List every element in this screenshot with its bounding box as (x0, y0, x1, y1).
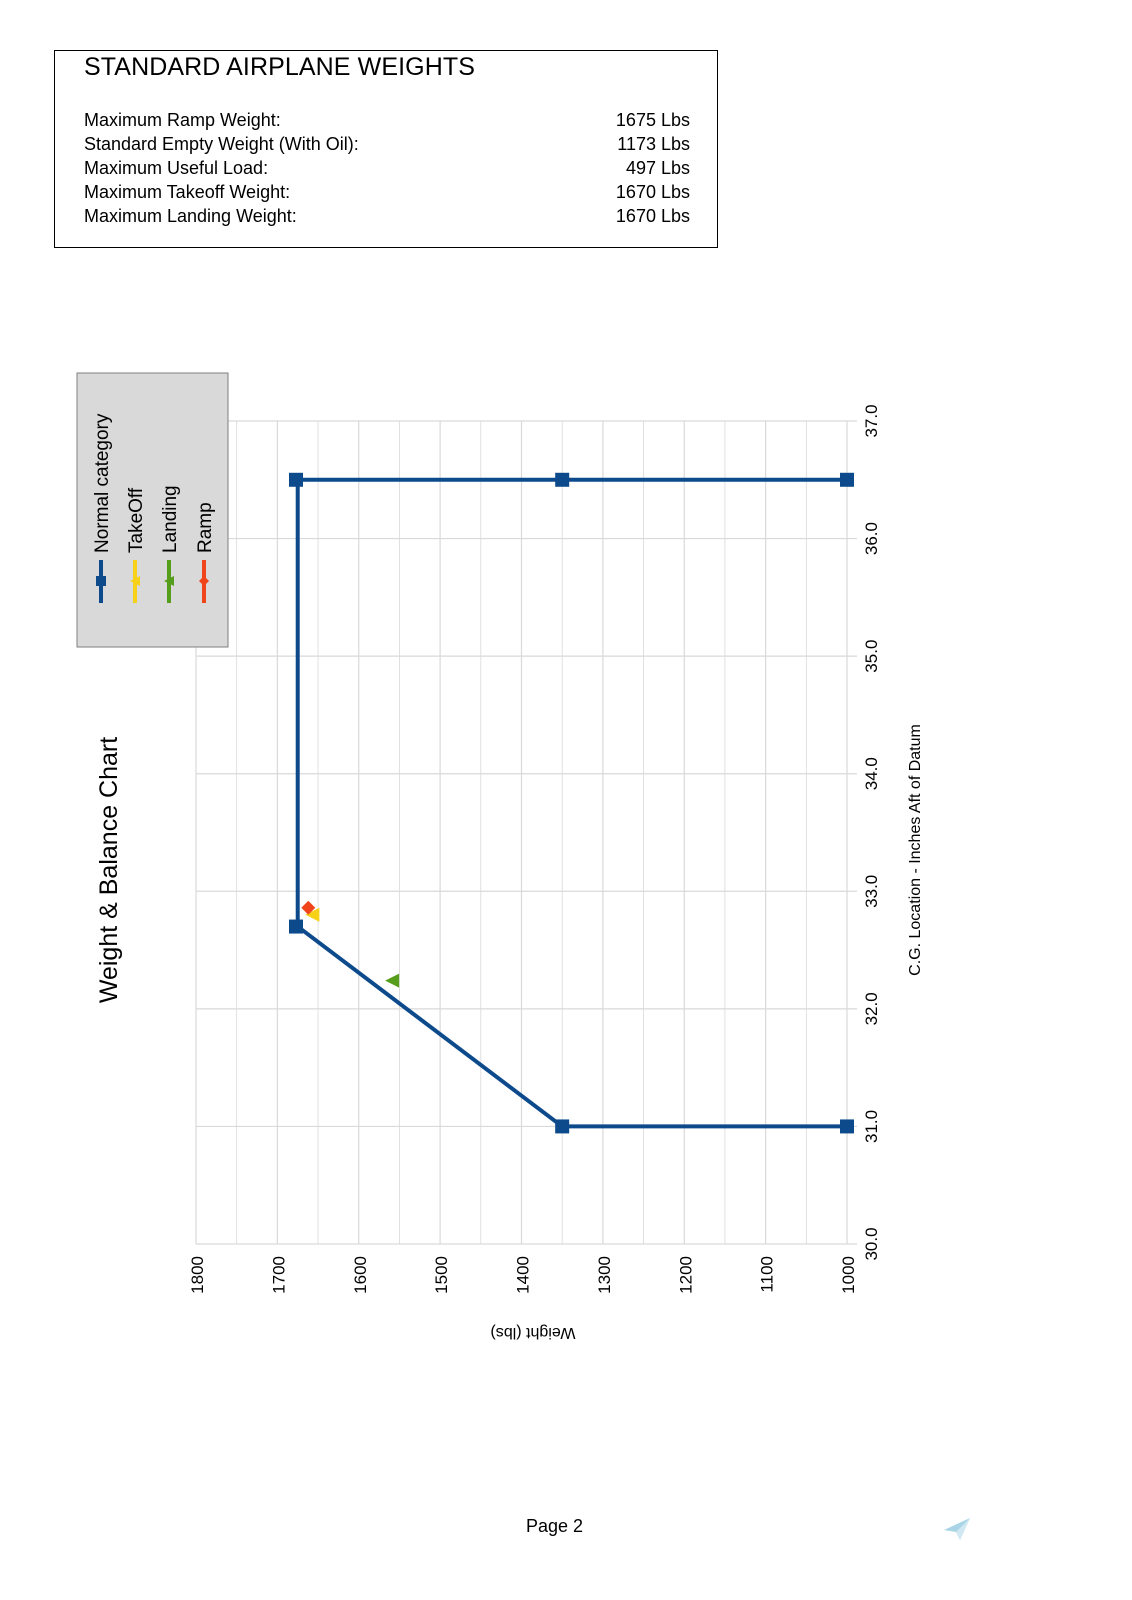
weight-tick-label: 1700 (269, 1256, 288, 1294)
weight-tick-label: 1800 (188, 1256, 207, 1294)
weight-axis-label: Weight (lbs) (490, 1324, 575, 1341)
weight-tick-label: 1300 (595, 1256, 614, 1294)
cg-tick-label: 32.0 (862, 992, 881, 1025)
weight-row: Maximum Ramp Weight: 1675 Lbs (84, 108, 690, 132)
weight-tick-label: 1500 (432, 1256, 451, 1294)
weight-label: Standard Empty Weight (With Oil): (84, 134, 359, 154)
weight-tick-label: 1400 (514, 1256, 533, 1294)
weight-tick-label: 1100 (758, 1256, 777, 1293)
series-takeoff (305, 907, 320, 922)
series-ramp (301, 900, 316, 915)
cg-tick-label: 34.0 (862, 757, 881, 790)
cg-axis-label: C.G. Location - Inches Aft of Datum (907, 724, 924, 976)
weight-label: Maximum Useful Load: (84, 158, 269, 178)
weight-row: Maximum Useful Load: 497 Lbs (84, 156, 690, 180)
legend-label: Normal category (92, 413, 113, 553)
legend-label: TakeOff (126, 487, 147, 553)
legend-item-ramp: Ramp (195, 502, 216, 603)
weight-label: Maximum Ramp Weight: (84, 110, 281, 130)
legend-label: Landing (160, 485, 181, 553)
series-landing (385, 973, 400, 988)
weight-value: 1670 Lbs (615, 182, 690, 202)
standard-weights-box: STANDARD AIRPLANE WEIGHTS Maximum Ramp W… (54, 50, 718, 248)
series-normal-category (289, 472, 854, 1134)
page-number: Page 2 (526, 1516, 584, 1536)
paper-plane-icon (944, 1518, 970, 1545)
chart-grid (195, 420, 857, 1245)
cg-tick-label: 33.0 (862, 875, 881, 908)
weight-row: Maximum Takeoff Weight: 1670 Lbs (84, 180, 690, 204)
weight-tick-label: 1600 (351, 1256, 370, 1294)
weight-value: 1670 Lbs (615, 206, 690, 226)
weight-row: Standard Empty Weight (With Oil): 1173 L… (84, 132, 690, 156)
chart-legend: Normal category TakeOff Landing Ramp (76, 372, 229, 648)
chart-title: Weight & Balance Chart (95, 737, 123, 1003)
weights-list: Maximum Ramp Weight: 1675 Lbs Standard E… (84, 108, 690, 228)
weight-label: Maximum Landing Weight: (84, 206, 297, 226)
weight-row: Maximum Landing Weight: 1670 Lbs (84, 204, 690, 228)
legend-item-normal-category: Normal category (92, 413, 113, 603)
chart-series (289, 472, 854, 1134)
cg-tick-label: 36.0 (862, 522, 881, 555)
cg-tick-label: 31.0 (862, 1110, 881, 1143)
weights-title: STANDARD AIRPLANE WEIGHTS (84, 53, 475, 81)
chart-ticks: 1800 1700 1600 1500 1400 1300 1200 1100 100030.0… (188, 404, 881, 1293)
weight-value: 497 Lbs (625, 158, 690, 178)
cg-tick-label: 37.0 (862, 404, 881, 437)
legend-item-takeoff: TakeOff (126, 487, 147, 603)
weight-value: 1675 Lbs (615, 110, 690, 130)
cg-tick-label: 35.0 (862, 640, 881, 673)
weight-tick-label: 1000 (839, 1256, 858, 1294)
cg-tick-label: 30.0 (862, 1227, 881, 1260)
weight-tick-label: 1200 (676, 1256, 695, 1294)
weight-value: 1173 Lbs (617, 134, 690, 154)
weight-label: Maximum Takeoff Weight: (84, 182, 291, 202)
legend-label: Ramp (195, 502, 216, 553)
legend-item-landing: Landing (160, 485, 181, 603)
